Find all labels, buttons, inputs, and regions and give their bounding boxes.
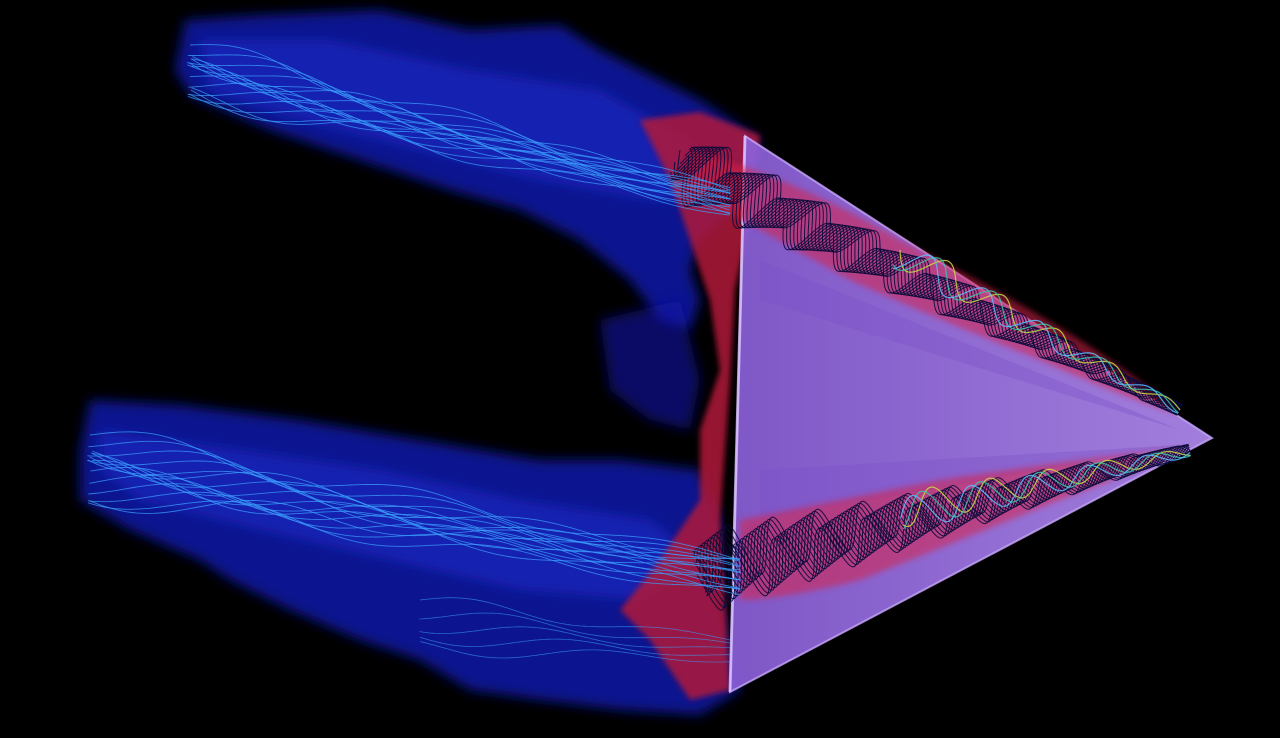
lower-wake-streamline xyxy=(89,456,741,560)
lower-wake-streamline xyxy=(88,483,741,574)
lower-vortex-streamline xyxy=(706,447,1192,596)
upper-vortex-streamline xyxy=(688,146,1183,409)
lower-wake-streamline xyxy=(88,500,741,590)
lower-trailing-streamline xyxy=(419,612,731,644)
upper-vortex-streamline xyxy=(690,146,1183,407)
upper-vortex-streamline xyxy=(673,146,1180,413)
upper-wake-streamline xyxy=(190,58,730,192)
lower-vortex-streamline xyxy=(692,443,1189,605)
upper-vortex-streamline xyxy=(668,146,1178,416)
upper-vortex-streamline xyxy=(685,155,1183,407)
lower-wake-streamline xyxy=(87,459,741,581)
lower-wake-streamline xyxy=(89,500,741,559)
lower-trailing-streamline xyxy=(419,626,731,649)
lower-wake-streamline xyxy=(90,452,740,571)
vortex-shell xyxy=(620,112,760,700)
lower-trailing-streamline xyxy=(420,641,730,663)
lower-vortex-streamline xyxy=(693,445,1190,600)
lower-vortex-streamline xyxy=(696,445,1190,611)
upper-vortex-streamline xyxy=(684,146,1182,410)
lower-wake-streamline xyxy=(89,475,741,568)
lower-wake-streamline xyxy=(87,450,741,573)
lower-wake-streamline xyxy=(87,491,741,581)
lower-vortex-streamline xyxy=(699,445,1191,587)
upper-wake xyxy=(175,10,760,330)
upper-wake-streamline xyxy=(191,87,730,194)
upper-wake-streamline xyxy=(187,91,731,194)
upper-tip-streamline xyxy=(892,254,1179,414)
lower-wake-streamline xyxy=(89,431,741,561)
upper-vortex-streamline xyxy=(688,149,1183,406)
lower-wake-streamline xyxy=(92,452,740,589)
lower-wake-streamline xyxy=(92,459,740,596)
lower-vortex-streamline xyxy=(696,447,1190,597)
lower-trailing-streamline xyxy=(419,636,730,656)
upper-wake-streamline xyxy=(188,93,731,208)
upper-wake-streamline xyxy=(190,89,730,216)
lower-tip-streamline xyxy=(902,452,1191,530)
upper-vortex-streamline xyxy=(681,166,1182,408)
upper-wake-streamline xyxy=(189,44,731,191)
lower-tip-streamline xyxy=(902,450,1191,528)
lower-wake-streamline xyxy=(87,459,741,590)
lower-tip-streamline xyxy=(899,452,1191,523)
upper-tip-streamline xyxy=(899,249,1181,411)
upper-wake-streamline xyxy=(187,95,731,200)
lower-trailing-streamline xyxy=(419,597,731,641)
upper-wake-streamline xyxy=(191,65,730,211)
streamlines xyxy=(87,44,1192,663)
lower-wake-streamline xyxy=(88,440,741,567)
